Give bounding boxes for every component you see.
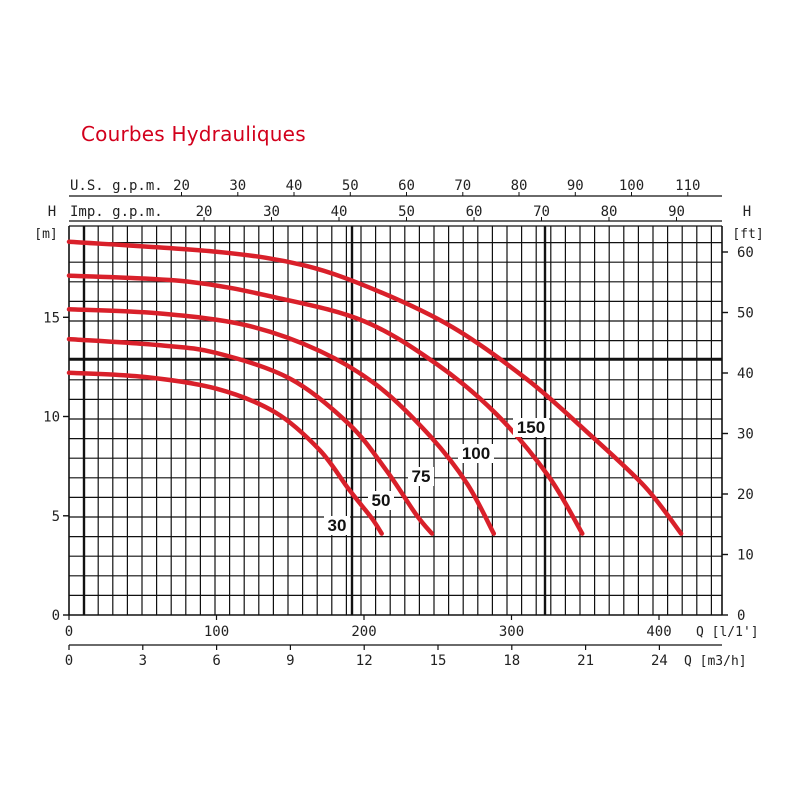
m3h-tick-label: 18 bbox=[503, 653, 520, 669]
m3h-tick-label: 6 bbox=[212, 653, 220, 669]
chart-frame bbox=[68, 195, 723, 646]
curve-label-150: 150 bbox=[517, 418, 545, 437]
curve-label-bg bbox=[513, 418, 549, 437]
impgpm-tick-label: 50 bbox=[398, 204, 415, 220]
left-axis-label: H bbox=[48, 204, 56, 220]
usgpm-tick-label: 70 bbox=[454, 178, 471, 194]
curve-labels: 30 50 75 100 150 bbox=[324, 418, 549, 535]
right-tick-label: 40 bbox=[737, 366, 754, 382]
right-tick-label: 20 bbox=[737, 487, 754, 503]
m3h-tick-label: 12 bbox=[356, 653, 373, 669]
curve-30 bbox=[66, 370, 384, 536]
left-tick-label: 15 bbox=[43, 310, 60, 326]
m3h-tick-label: 15 bbox=[430, 653, 447, 669]
m3h-axis-label: Q [m3/h] bbox=[684, 654, 747, 669]
lpm-tick-label: 400 bbox=[646, 624, 671, 640]
left-axis-unit: [m] bbox=[34, 227, 57, 242]
impgpm-tick-label: 40 bbox=[331, 204, 348, 220]
curve-label-bg bbox=[324, 516, 350, 535]
right-tick-label: 30 bbox=[737, 427, 754, 443]
curve-75 bbox=[66, 307, 497, 536]
usgpm-tick-label: 60 bbox=[398, 178, 415, 194]
impgpm-tick-label: 90 bbox=[668, 204, 685, 220]
usgpm-tick-label: 110 bbox=[675, 178, 700, 194]
curve-label-75: 75 bbox=[412, 467, 431, 486]
curve-label-100: 100 bbox=[462, 444, 490, 463]
curve-150 bbox=[66, 239, 684, 536]
right-tick-label: 50 bbox=[737, 306, 754, 322]
m3h-tick-label: 21 bbox=[577, 653, 594, 669]
left-tick-label: 0 bbox=[52, 608, 60, 624]
curve-50 bbox=[66, 336, 435, 536]
usgpm-tick-label: 90 bbox=[567, 178, 584, 194]
curve-label-bg bbox=[368, 491, 394, 510]
right-axis-label: H bbox=[743, 204, 751, 220]
lpm-tick-label: 200 bbox=[351, 624, 376, 640]
right-tick-label: 0 bbox=[737, 608, 745, 624]
left-tick-label: 5 bbox=[52, 509, 60, 525]
m3h-tick-label: 0 bbox=[65, 653, 73, 669]
curves bbox=[66, 239, 684, 536]
impgpm-tick-label: 60 bbox=[466, 204, 483, 220]
right-axis-unit: [ft] bbox=[732, 227, 763, 242]
usgpm-axis-label: U.S. g.p.m. bbox=[70, 178, 163, 194]
lpm-tick-label: 0 bbox=[65, 624, 73, 640]
curve-label-bg bbox=[458, 444, 494, 463]
tick-marks bbox=[63, 192, 728, 650]
left-tick-label: 10 bbox=[43, 410, 60, 426]
impgpm-tick-label: 80 bbox=[601, 204, 618, 220]
usgpm-tick-label: 50 bbox=[342, 178, 359, 194]
usgpm-tick-label: 20 bbox=[173, 178, 190, 194]
impgpm-tick-label: 20 bbox=[196, 204, 213, 220]
impgpm-tick-label: 30 bbox=[263, 204, 280, 220]
curve-label-bg bbox=[408, 467, 434, 486]
grid-minor bbox=[69, 226, 722, 615]
m3h-tick-label: 9 bbox=[286, 653, 294, 669]
usgpm-tick-label: 100 bbox=[619, 178, 644, 194]
lpm-tick-label: 300 bbox=[499, 624, 524, 640]
impgpm-tick-label: 70 bbox=[533, 204, 550, 220]
right-tick-label: 60 bbox=[737, 245, 754, 261]
usgpm-tick-label: 30 bbox=[229, 178, 246, 194]
curve-label-30: 30 bbox=[328, 516, 347, 535]
curve-label-50: 50 bbox=[372, 491, 391, 510]
m3h-tick-label: 3 bbox=[139, 653, 147, 669]
curve-100 bbox=[66, 273, 585, 536]
m3h-tick-label: 24 bbox=[651, 653, 668, 669]
usgpm-tick-label: 80 bbox=[511, 178, 528, 194]
lpm-axis-label: Q [l/1'] bbox=[696, 625, 759, 640]
impgpm-axis-label: Imp. g.p.m. bbox=[70, 204, 163, 220]
lpm-tick-label: 100 bbox=[204, 624, 229, 640]
right-tick-label: 10 bbox=[737, 548, 754, 564]
page-title: Courbes Hydrauliques bbox=[81, 122, 306, 146]
usgpm-tick-label: 40 bbox=[286, 178, 303, 194]
